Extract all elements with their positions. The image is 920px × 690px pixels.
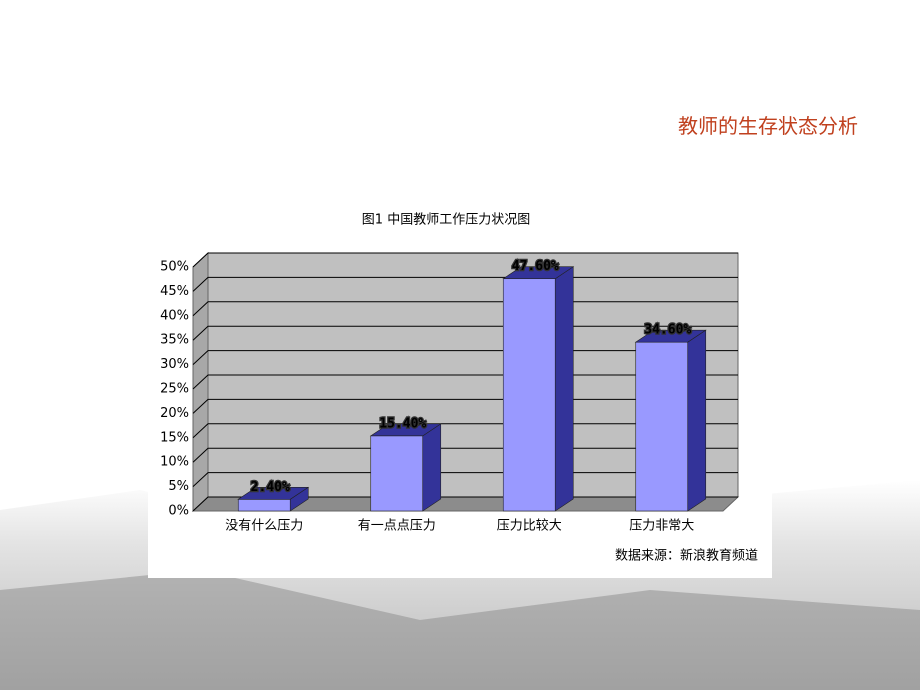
y-tick-label: 15% — [160, 430, 189, 445]
y-tick-label: 35% — [160, 333, 189, 348]
y-tick-label: 30% — [160, 357, 189, 372]
bar-side — [687, 329, 707, 512]
chart-title: 图1 中国教师工作压力状况图 — [362, 212, 530, 228]
y-tick-label: 25% — [160, 382, 189, 397]
bar-top — [634, 329, 707, 343]
x-tick-label: 压力非常大 — [629, 519, 694, 534]
value-label: 47.60% — [512, 259, 559, 274]
chart: 图1 中国教师工作压力状况图 数据来源：新浪教育频道 0% 5% 10% 15% 20%… — [148, 192, 772, 578]
slide-title: 教师的生存状态分析 — [678, 114, 858, 138]
value-label: 34.60% — [644, 323, 691, 338]
source-note: 数据来源：新浪教育频道 — [615, 548, 758, 564]
y-tick-label: 10% — [160, 455, 189, 470]
x-tick-label: 有一点点压力 — [358, 519, 436, 534]
bar-top — [237, 486, 310, 500]
bar — [237, 498, 291, 512]
x-tick-label: 没有什么压力 — [225, 519, 303, 534]
bar-side — [554, 266, 574, 512]
bar-top — [502, 266, 575, 280]
y-tick-label: 0% — [168, 504, 189, 519]
bar-side — [422, 423, 442, 512]
x-tick-label: 压力比较大 — [497, 519, 562, 534]
bar-top — [369, 423, 442, 437]
bar — [502, 278, 556, 512]
value-label: 2.40% — [251, 480, 290, 495]
y-tick-label: 50% — [160, 260, 189, 275]
bar — [370, 435, 424, 512]
bar — [635, 341, 689, 512]
y-tick-label: 20% — [160, 406, 189, 421]
y-tick-label: 5% — [168, 479, 189, 494]
y-tick-label: 45% — [160, 284, 189, 299]
y-tick-label: 40% — [160, 308, 189, 323]
grid-line — [192, 252, 738, 268]
value-label: 15.40% — [379, 416, 426, 431]
